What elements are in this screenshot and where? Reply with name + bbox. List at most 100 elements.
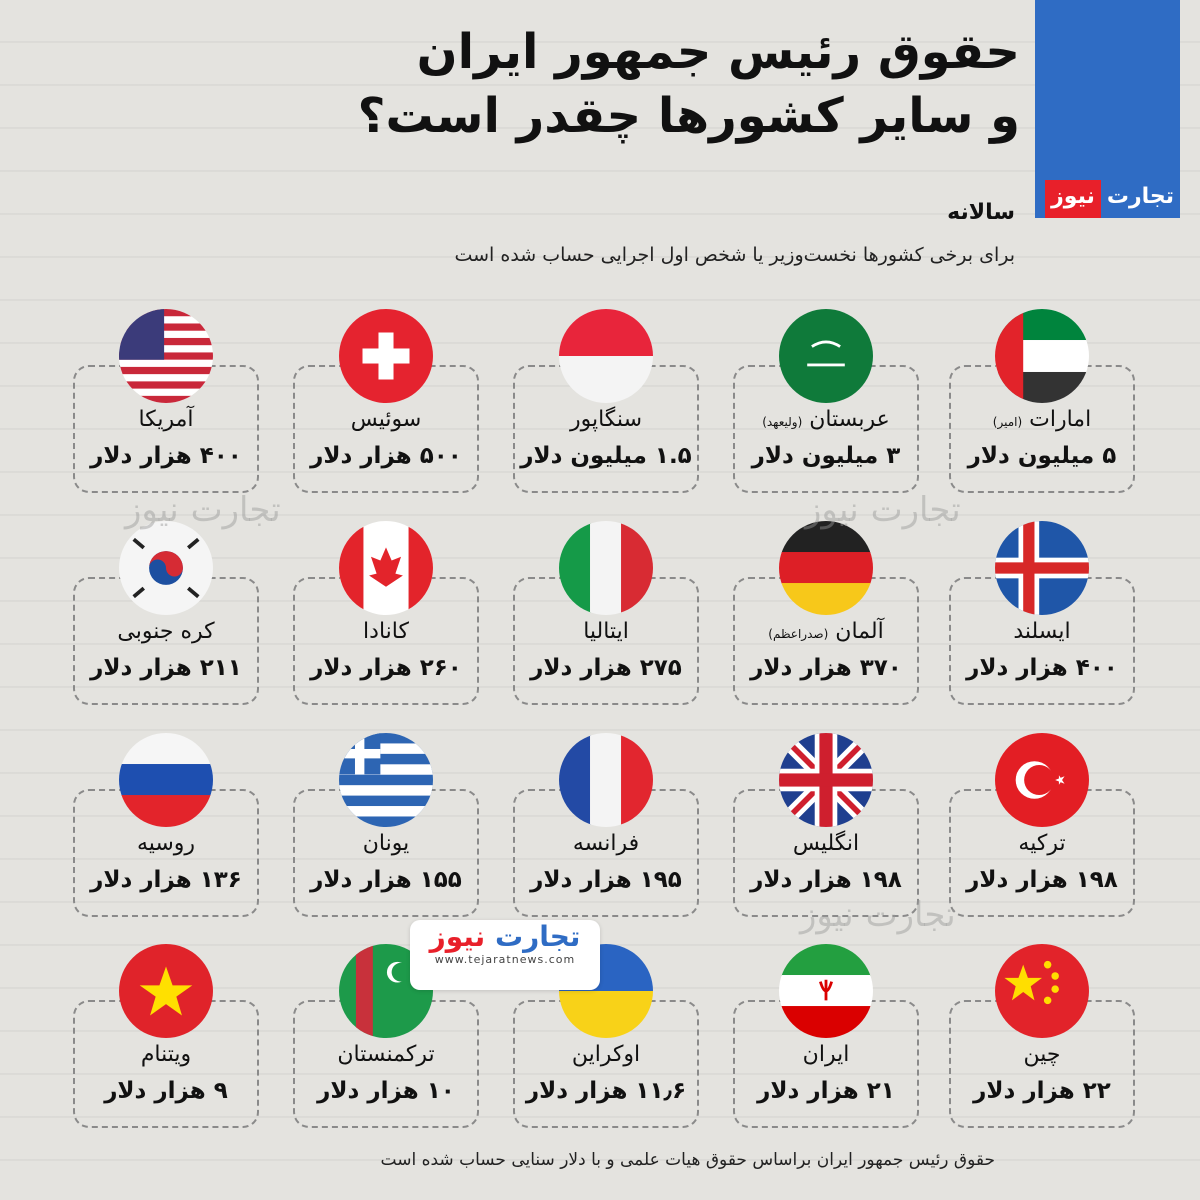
country-name-text: کره جنوبی [117,619,215,644]
salary-value: ۱۹۸ هزار دلار [966,867,1118,893]
south-korea-flag-icon [119,521,213,615]
salary-value: ۲۱ هزار دلار [757,1078,895,1104]
country-name: ایسلند [949,619,1135,644]
country-note: (ولیعهد) [762,415,803,429]
country-name-text: سنگاپور [569,407,643,432]
country-name-text: ایسلند [1013,619,1071,644]
country-name-text: ویتنام [140,1042,192,1067]
vietnam-flag-icon [119,944,213,1038]
saudi-flag-icon [779,309,873,403]
country-name-text: ترکیه [1018,831,1066,856]
country-name: سنگاپور [513,407,699,432]
title-line1: حقوق رئیس جمهور ایران [416,24,1020,80]
salary-value: ۱۵۵ هزار دلار [310,867,462,893]
logo-part2: نیوز [429,920,486,953]
country-name: عربستان (ولیعهد) [733,407,919,432]
salary-value: ۴۰۰ هزار دلار [90,443,242,469]
greece-flag-icon [339,733,433,827]
website: www.tejaratnews.com [434,953,576,966]
watermark-text: تجارت [190,490,281,530]
country-name-text: چین [1023,1042,1061,1067]
salary-value: ۱۹۸ هزار دلار [750,867,902,893]
country-name-text: امارات [1029,407,1092,432]
country-note: (صدراعظم) [768,627,829,641]
country-name: کانادا [293,619,479,644]
china-flag-icon [995,944,1089,1038]
salary-value: ۱۳۶ هزار دلار [90,867,242,893]
russia-flag-icon [119,733,213,827]
watermark-text: نیوز [805,490,859,530]
uk-flag-icon [779,733,873,827]
watermark: تجارت نیوز [800,895,956,935]
annual-label: سالانه [947,200,1015,225]
salary-value: ۱۱٫۶ هزار دلار [525,1078,687,1104]
salary-value: ۴۰۰ هزار دلار [966,655,1118,681]
country-name: کره جنوبی [73,619,259,644]
salary-value: ۳۷۰ هزار دلار [750,655,902,681]
country-name-text: عربستان [809,407,890,432]
country-name: فرانسه [513,831,699,856]
singapore-flag-icon [559,309,653,403]
country-name: انگلیس [733,831,919,856]
country-name-text: ایتالیا [583,619,629,644]
salary-value: ۵ میلیون دلار [967,443,1117,469]
watermark: تجارت نیوز [125,490,281,530]
salary-value: ۱۹۵ هزار دلار [530,867,682,893]
country-name: چین [949,1042,1135,1067]
salary-value: ۵۰۰ هزار دلار [310,443,462,469]
country-name: یونان [293,831,479,856]
country-name-text: ترکمنستان [337,1042,435,1067]
usa-flag-icon [119,309,213,403]
salary-value: ۲۲ هزار دلار [973,1078,1111,1104]
country-name: ترکیه [949,831,1135,856]
country-name-text: روسیه [136,831,196,856]
watermark-text: نیوز [800,895,854,935]
country-name: اوکراین [513,1042,699,1067]
country-name: ایران [733,1042,919,1067]
country-name-text: انگلیس [792,831,860,856]
watermark-text: نیوز [125,490,179,530]
logo-part1: تجارت [1100,180,1180,218]
country-name: امارات (امیر) [949,407,1135,432]
canada-flag-icon [339,521,433,615]
country-name-text: آلمان [835,619,884,644]
footer-note: حقوق رئیس جمهور ایران براساس حقوق هیات ع… [380,1150,995,1170]
country-name-text: فرانسه [572,831,640,856]
turkey-flag-icon [995,733,1089,827]
country-name-text: یونان [362,831,410,856]
salary-value: ۲۶۰ هزار دلار [310,655,462,681]
country-name: آمریکا [73,407,259,432]
france-flag-icon [559,733,653,827]
logo-part2: نیوز [1045,180,1101,218]
uae-flag-icon [995,309,1089,403]
salary-value: ۲۱۱ هزار دلار [90,655,242,681]
subtitle: برای برخی کشورها نخست‌وزیر یا شخص اول اج… [454,244,1015,266]
country-name-text: ایران [802,1042,850,1067]
country-name-text: اوکراین [571,1042,641,1067]
salary-value: ۳ میلیون دلار [751,443,901,469]
country-name: سوئیس [293,407,479,432]
country-name-text: آمریکا [138,407,194,432]
germany-flag-icon [779,521,873,615]
watermark: تجارت نیوز [805,490,961,530]
title-line2: و سایر کشورها چقدر است؟ [357,88,1020,144]
watermark-text: تجارت [865,895,956,935]
country-name: ویتنام [73,1042,259,1067]
salary-value: ۱۰ هزار دلار [317,1078,455,1104]
country-name: روسیه [73,831,259,856]
salary-value: ۲۷۵ هزار دلار [530,655,682,681]
country-name-text: سوئیس [350,407,422,432]
turkmenistan-flag-icon [339,944,433,1038]
italy-flag-icon [559,521,653,615]
country-name-text: کانادا [363,619,409,644]
salary-value: ۹ هزار دلار [104,1078,228,1104]
iceland-flag-icon [995,521,1089,615]
country-name: آلمان (صدراعظم) [733,619,919,644]
country-name: ایتالیا [513,619,699,644]
salary-value: ۱.۵ میلیون دلار [520,443,692,469]
logo-part1: تجارت [494,920,581,953]
country-name: ترکمنستان [293,1042,479,1067]
country-note: (امیر) [992,415,1023,429]
center-logo: تجارت نیوز www.tejaratnews.com [410,920,600,990]
iran-flag-icon [779,944,873,1038]
